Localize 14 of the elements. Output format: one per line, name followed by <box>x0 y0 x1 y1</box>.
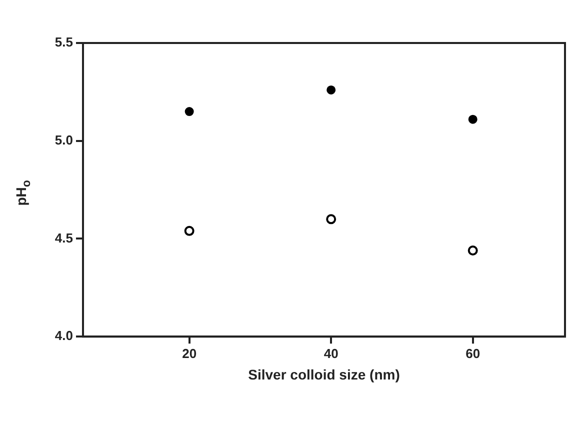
x-axis-title: Silver colloid size (nm) <box>248 366 400 382</box>
point <box>468 114 478 124</box>
point <box>184 226 194 236</box>
point <box>326 85 336 94</box>
x-tick-label: 20 <box>182 346 197 361</box>
point <box>468 245 478 256</box>
x-tick-label: 60 <box>466 346 480 361</box>
point <box>184 107 194 116</box>
y-tick-label: 5.0 <box>54 132 73 148</box>
y-tick-label: 4.5 <box>54 230 73 246</box>
point <box>326 214 336 224</box>
x-tick-label: 40 <box>324 346 338 361</box>
y-tick-label: 5.5 <box>54 34 73 50</box>
y-tick-label: 4.0 <box>54 328 73 344</box>
